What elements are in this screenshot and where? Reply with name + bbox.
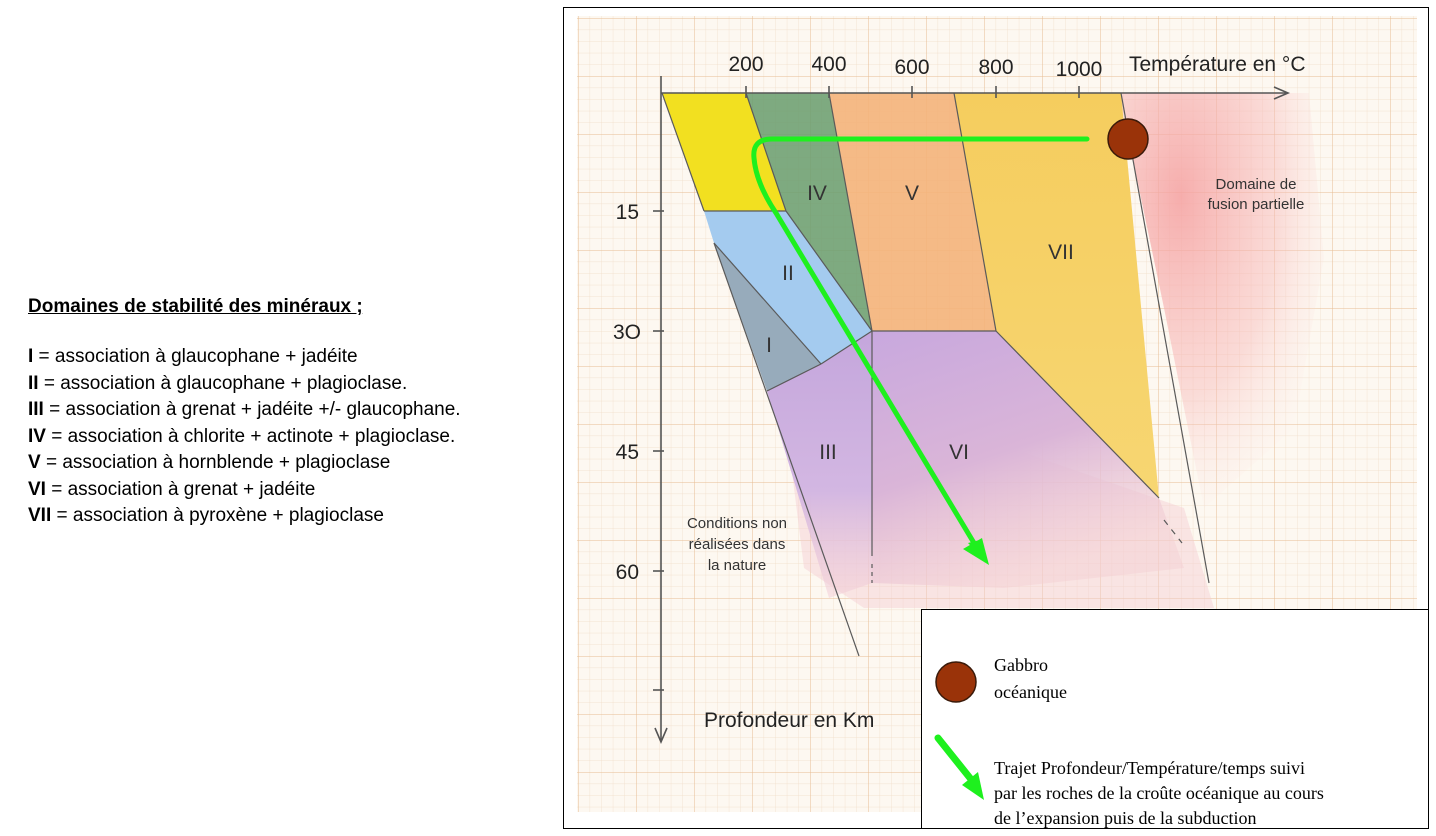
domain-i-area: [714, 243, 821, 391]
legend-item-number: VII: [28, 505, 52, 526]
x-tick-label: 200: [728, 53, 763, 76]
no-nature-label-line: la nature: [708, 557, 766, 574]
legend-item-text: = association à grenat + jadéite +/- gla…: [43, 399, 461, 420]
legend-item-number: II: [28, 372, 39, 394]
legend-item-number: I: [28, 346, 34, 367]
no-nature-label-line: Conditions non: [687, 515, 787, 532]
x-axis-arrow: [1273, 86, 1291, 100]
legend-item-number: III: [28, 399, 44, 420]
x-tick-label: 400: [811, 53, 846, 76]
legend-item-vii: VII = association à pyroxène + plagiocla…: [28, 503, 558, 530]
legend-item-text: = association à grenat + jadéite: [45, 478, 316, 500]
symbol-legend: Gabbro océanique Trajet Profondeur/Tempé…: [921, 609, 1428, 828]
x-tick-label: 600: [894, 56, 929, 79]
fusion-zone: [1119, 93, 1324, 508]
x-axis-title: Température en °C: [1129, 53, 1305, 76]
gabbro-legend-line: Gabbro: [994, 655, 1048, 675]
legend-item-i: I = association à glaucophane + jadéite: [28, 344, 558, 371]
symbol-legend-icons: [934, 661, 984, 800]
gabbro-legend-line: océanique: [994, 682, 1067, 702]
y-tick-label: 15: [616, 201, 639, 224]
legend-item-text: = association à chlorite + actinote + pl…: [45, 425, 456, 447]
y-tick-label: 3O: [613, 321, 641, 344]
x-tick-label: 1000: [1056, 58, 1103, 81]
domain-v-area: [829, 93, 996, 331]
path-legend-line: par les roches de la croûte océanique au…: [994, 783, 1324, 803]
domain-label-iii: III: [819, 441, 837, 464]
legend-item-number: VI: [28, 478, 46, 500]
subduction-path-arrowhead-fill: [963, 538, 989, 565]
domain-label-vi: VI: [949, 441, 969, 464]
domain-label-vii: VII: [1048, 241, 1074, 264]
path-legend-text: Trajet Profondeur/Température/temps suiv…: [994, 756, 1324, 828]
pt-diagram-figure: 200 400 600 800 1000 Température en °C 1…: [563, 7, 1429, 829]
gabbro-symbol-icon: [935, 661, 977, 703]
domain-iii-area: [767, 331, 872, 598]
gabbro-legend-text: Gabbro océanique: [994, 652, 1067, 706]
legend-item-text: = association à hornblende + plagioclase: [40, 452, 391, 473]
legend-title: Domaines de stabilité des minéraux ;: [28, 296, 363, 317]
legend-item-ii: II = association à glaucophane + plagioc…: [28, 371, 558, 398]
y-tick-label: 45: [616, 441, 639, 464]
no-nature-label-line: réalisées dans: [689, 536, 786, 553]
path-legend-line: de l’expansion puis de la subduction: [994, 808, 1257, 828]
domain-label-v: V: [905, 182, 919, 205]
fusion-label-line: Domaine de: [1216, 176, 1297, 193]
y-axis-title: Profondeur en Km: [704, 709, 874, 732]
legend-item-number: IV: [28, 425, 46, 447]
legend-item-iii: III = association à grenat + jadéite +/-…: [28, 397, 558, 424]
subduction-path: [751, 136, 1090, 546]
yellow-zone: [662, 93, 786, 211]
legend-item-v: V = association à hornblende + plagiocla…: [28, 450, 558, 477]
domain-label-ii: II: [782, 262, 794, 285]
path-legend-line: Trajet Profondeur/Température/temps suiv…: [994, 758, 1306, 778]
domain-label-i: I: [766, 334, 772, 357]
legend-item-number: V: [28, 452, 41, 473]
legend-item-vi: VI = association à grenat + jadéite: [28, 477, 558, 504]
path-symbol-line: [934, 734, 978, 787]
x-tick-label: 800: [978, 56, 1013, 79]
legend-item-text: = association à pyroxène + plagioclase: [51, 505, 384, 526]
domain-vii-area: [954, 93, 1159, 498]
path-symbol-arrow-icon: [962, 772, 984, 800]
domain-label-iv: IV: [807, 182, 827, 205]
domain-iv-area: [746, 93, 872, 331]
mineral-stability-legend: Domaines de stabilité des minéraux ; I =…: [28, 296, 558, 530]
axes: [653, 76, 1291, 745]
domain-vi-area: [872, 331, 1184, 588]
legend-item-text: = association à glaucophane + plagioclas…: [38, 372, 408, 394]
legend-item-text: = association à glaucophane + jadéite: [33, 346, 358, 367]
domain-ii-area: [704, 211, 872, 364]
gabbro-marker: [1107, 118, 1149, 160]
legend-item-iv: IV = association à chlorite + actinote +…: [28, 424, 558, 451]
fusion-label-line: fusion partielle: [1208, 196, 1305, 213]
y-tick-label: 60: [616, 561, 639, 584]
y-axis-arrow: [654, 727, 668, 745]
